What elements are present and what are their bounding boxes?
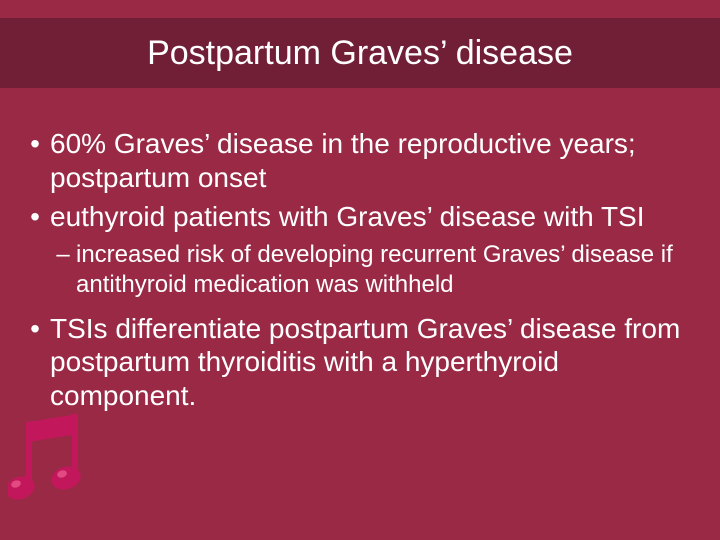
bullet-text: TSIs differentiate postpartum Graves’ di… — [50, 312, 700, 413]
bullet-item: • TSIs differentiate postpartum Graves’ … — [20, 312, 700, 413]
bullet-item: • 60% Graves’ disease in the reproductiv… — [20, 127, 700, 194]
bullet-text: increased risk of developing recurrent G… — [76, 240, 700, 300]
beam-shape — [28, 414, 78, 442]
bullet-text: euthyroid patients with Graves’ disease … — [50, 200, 645, 234]
music-notes-icon — [8, 412, 98, 512]
slide: Postpartum Graves’ disease • 60% Graves’… — [0, 0, 720, 540]
note-head-left — [8, 473, 38, 503]
bullet-item: • euthyroid patients with Graves’ diseas… — [20, 200, 700, 234]
note-head-right — [48, 463, 83, 493]
bullet-marker: • — [20, 127, 50, 194]
stem-left — [26, 422, 32, 484]
title-band: Postpartum Graves’ disease — [0, 18, 720, 88]
slide-body: • 60% Graves’ disease in the reproductiv… — [20, 125, 700, 419]
bullet-marker: • — [20, 312, 50, 413]
stem-right — [72, 414, 78, 474]
bullet-subitem: – increased risk of developing recurrent… — [20, 240, 700, 300]
bullet-text: 60% Graves’ disease in the reproductive … — [50, 127, 700, 194]
bullet-marker: • — [20, 200, 50, 234]
slide-title: Postpartum Graves’ disease — [147, 34, 573, 73]
bullet-marker: – — [50, 240, 76, 300]
